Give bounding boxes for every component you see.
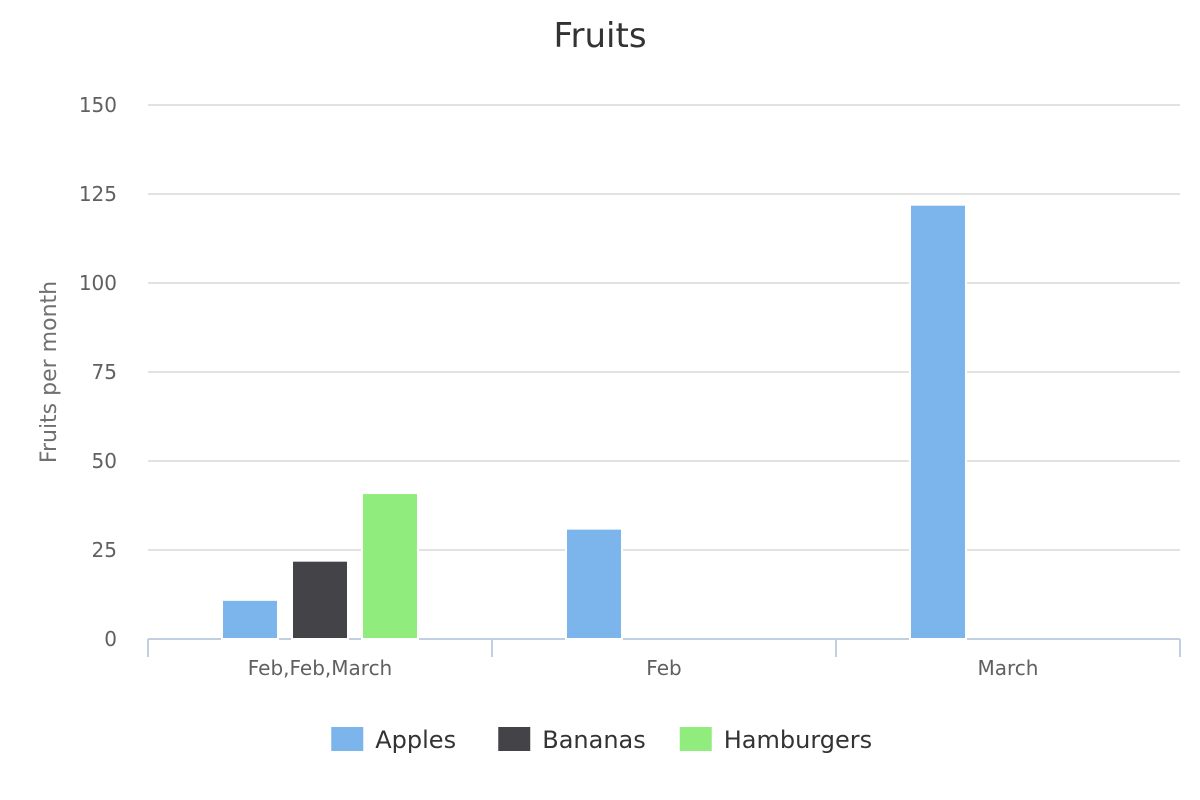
bar-apples-0[interactable] bbox=[221, 598, 279, 641]
x-axis: Feb,Feb,March Feb March bbox=[147, 638, 1181, 680]
y-tick-label: 25 bbox=[92, 538, 117, 562]
y-tick-label: 50 bbox=[92, 449, 117, 473]
x-tick-label: Feb,Feb,March bbox=[248, 656, 393, 680]
legend-label: Hamburgers bbox=[724, 726, 872, 754]
y-axis-title: Fruits per month bbox=[37, 281, 62, 463]
legend-item-bananas[interactable]: Bananas bbox=[498, 726, 646, 754]
bars bbox=[221, 203, 967, 641]
y-tick-label: 125 bbox=[79, 182, 117, 206]
chart-title: Fruits bbox=[553, 16, 646, 56]
bar-apples-1[interactable] bbox=[565, 527, 623, 641]
gridlines bbox=[148, 104, 1180, 551]
bar-apples-2[interactable] bbox=[909, 203, 967, 640]
y-axis-ticks: 0 25 50 75 100 125 150 bbox=[79, 93, 117, 651]
bar-hamburgers-0[interactable] bbox=[361, 492, 419, 641]
legend-item-apples[interactable]: Apples bbox=[331, 726, 456, 754]
bar-bananas-0[interactable] bbox=[291, 559, 349, 640]
x-tick-label: March bbox=[978, 656, 1039, 680]
legend-label: Bananas bbox=[542, 726, 646, 754]
y-tick-label: 150 bbox=[79, 93, 117, 117]
y-tick-label: 100 bbox=[79, 271, 117, 295]
legend: Apples Bananas Hamburgers bbox=[331, 726, 872, 754]
y-tick-label: 75 bbox=[92, 360, 117, 384]
legend-item-hamburgers[interactable]: Hamburgers bbox=[679, 726, 872, 754]
legend-swatch bbox=[498, 727, 531, 751]
x-tick-label: Feb bbox=[646, 656, 681, 680]
y-tick-label: 0 bbox=[104, 627, 117, 651]
legend-label: Apples bbox=[375, 726, 456, 754]
legend-swatch bbox=[679, 727, 712, 751]
legend-swatch bbox=[331, 727, 364, 751]
